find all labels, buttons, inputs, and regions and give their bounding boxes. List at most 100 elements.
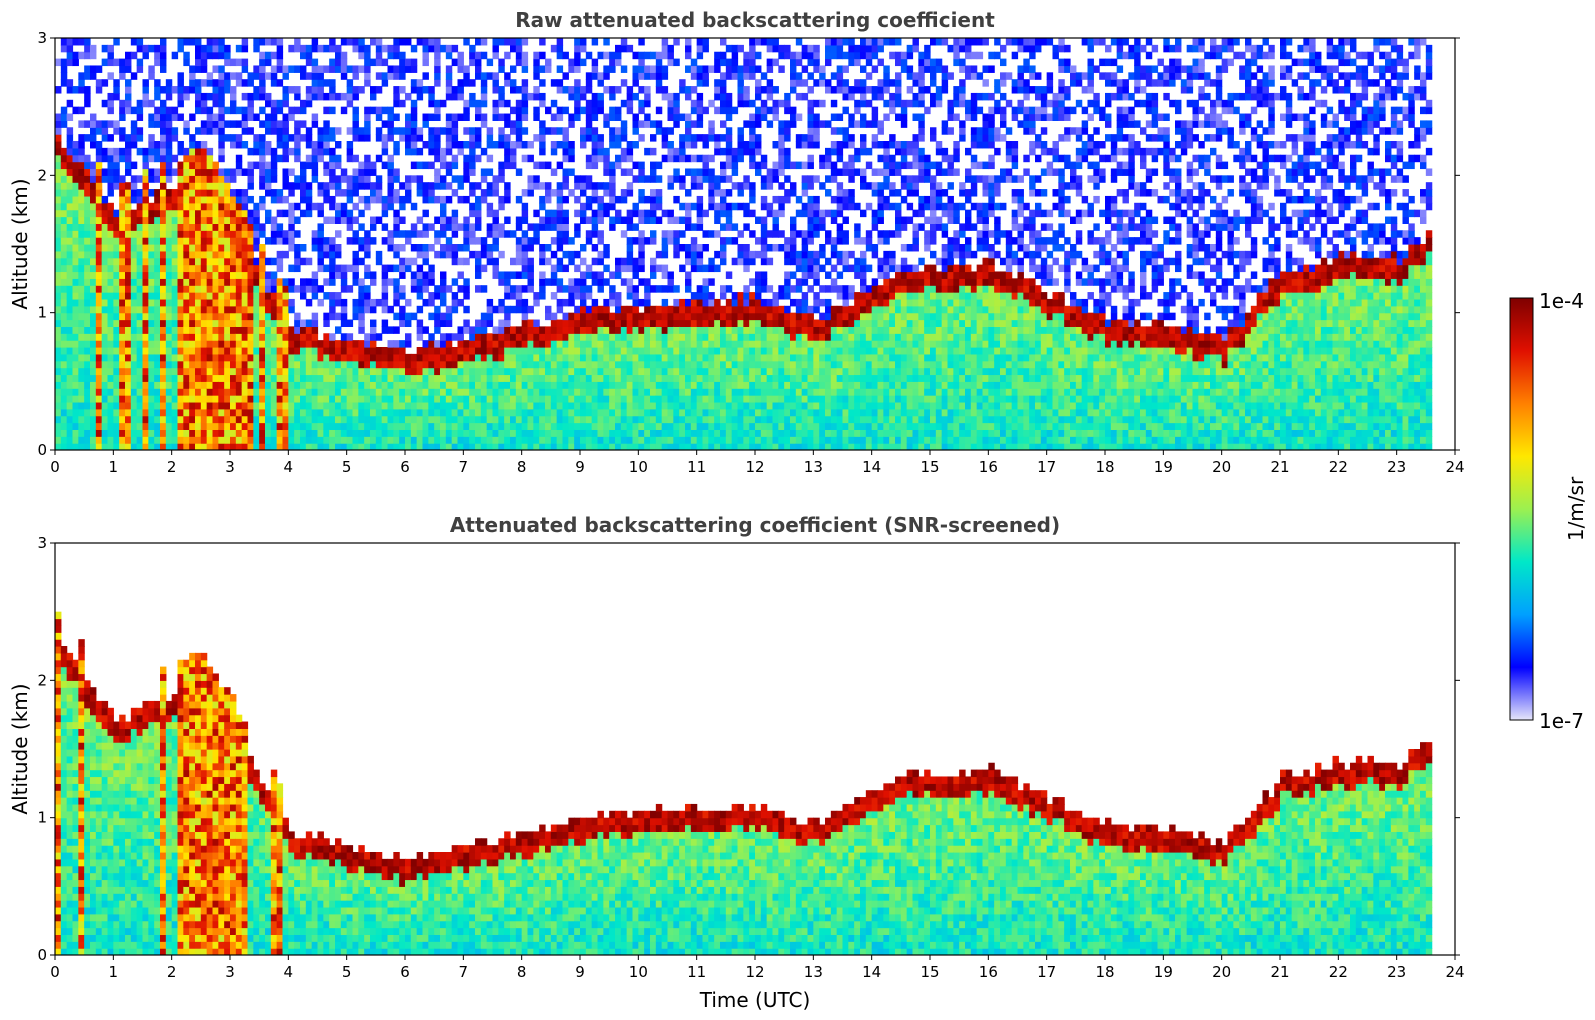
heatmap-cell (615, 340, 622, 348)
heatmap-cell (66, 79, 74, 87)
heatmap-cell (457, 436, 464, 444)
heatmap-cell (685, 353, 692, 362)
heatmap-cell (171, 250, 179, 259)
heatmap-cell (78, 38, 85, 46)
heatmap-cell (603, 367, 610, 376)
heatmap-cell (638, 347, 645, 355)
heatmap-cell (545, 189, 552, 197)
heatmap-cell (265, 347, 272, 355)
heatmap-cell (200, 147, 208, 156)
heatmap-cell (189, 195, 196, 204)
heatmap-cell (679, 312, 686, 321)
heatmap-cell (696, 285, 704, 293)
heatmap-cell (609, 326, 616, 334)
heatmap-cell (305, 395, 313, 403)
heatmap-cell (247, 443, 254, 450)
heatmap-cell (632, 271, 639, 279)
heatmap-cell (276, 333, 284, 341)
heatmap-cell (428, 86, 435, 94)
heatmap-cell (410, 436, 418, 444)
heatmap-cell (521, 326, 529, 334)
heatmap-cell (130, 38, 138, 46)
heatmap-cell (189, 230, 196, 238)
heatmap-cell (282, 209, 289, 218)
heatmap-cell (492, 360, 499, 369)
heatmap-cell (358, 44, 365, 53)
heatmap-cell (200, 106, 208, 115)
heatmap-cell (189, 147, 196, 156)
heatmap-cell (515, 134, 523, 142)
heatmap-cell (335, 347, 342, 355)
heatmap-cell (504, 395, 511, 403)
heatmap-cell (486, 72, 494, 80)
heatmap-cell (690, 374, 698, 382)
heatmap-cell (282, 429, 289, 437)
heatmap-cell (381, 72, 389, 80)
heatmap-cell (708, 388, 715, 396)
heatmap-cell (492, 257, 499, 266)
heatmap-cell (591, 195, 599, 204)
heatmap-cell (212, 257, 219, 266)
heatmap-cell (539, 401, 546, 410)
heatmap-cell (574, 195, 581, 204)
heatmap-cell (673, 230, 680, 238)
heatmap-cell (650, 436, 657, 444)
heatmap-cell (66, 292, 74, 300)
heatmap-cell (189, 298, 196, 307)
heatmap-cell (235, 271, 243, 279)
heatmap-cell (480, 381, 488, 389)
heatmap-cell (352, 106, 359, 115)
heatmap-cell (620, 353, 628, 362)
heatmap-cell (55, 340, 62, 348)
heatmap-cell (60, 436, 68, 444)
heatmap-cell (609, 292, 616, 300)
heatmap-cell (195, 381, 202, 389)
heatmap-cell (381, 292, 389, 300)
heatmap-cell (160, 106, 167, 115)
heatmap-cell (136, 264, 144, 273)
heatmap-cell (463, 161, 470, 170)
heatmap-cell (515, 223, 523, 231)
heatmap-cell (160, 312, 167, 321)
heatmap-cell (125, 209, 132, 218)
heatmap-cell (200, 175, 208, 183)
heatmap-cell (200, 92, 208, 101)
heatmap-cell (515, 250, 523, 259)
heatmap-cell (317, 147, 324, 156)
heatmap-cell (708, 340, 715, 348)
heatmap-cell (270, 127, 278, 135)
heatmap-cell (679, 154, 686, 163)
heatmap-cell (189, 374, 196, 382)
heatmap-cell (510, 271, 517, 279)
heatmap-cell (206, 72, 214, 80)
heatmap-cell (463, 415, 470, 424)
heatmap-cell (230, 292, 237, 300)
heatmap-cell (381, 278, 389, 286)
heatmap-cell (632, 443, 639, 450)
heatmap-cell (667, 415, 674, 424)
heatmap-cell (177, 395, 184, 403)
heatmap-cell (160, 51, 167, 60)
heatmap-cell (259, 436, 266, 444)
heatmap-cell (270, 230, 278, 238)
heatmap-cell (247, 264, 254, 273)
heatmap-cell (142, 381, 149, 389)
heatmap-cell (585, 285, 593, 293)
heatmap-cell (165, 202, 173, 211)
heatmap-cell (311, 86, 319, 94)
heatmap-cell (650, 209, 657, 218)
heatmap-cell (556, 347, 564, 355)
heatmap-cell (154, 443, 161, 450)
heatmap-cell (90, 44, 97, 53)
heatmap-cell (673, 298, 680, 307)
heatmap-cell (527, 401, 534, 410)
heatmap-cell (492, 415, 499, 424)
heatmap-cell (358, 312, 365, 321)
heatmap-cell (288, 422, 295, 430)
heatmap-cell (90, 195, 97, 204)
heatmap-cell (655, 360, 663, 369)
heatmap-cell (125, 367, 132, 376)
heatmap-cell (591, 381, 599, 389)
heatmap-cell (422, 120, 429, 128)
heatmap-cell (504, 195, 511, 204)
